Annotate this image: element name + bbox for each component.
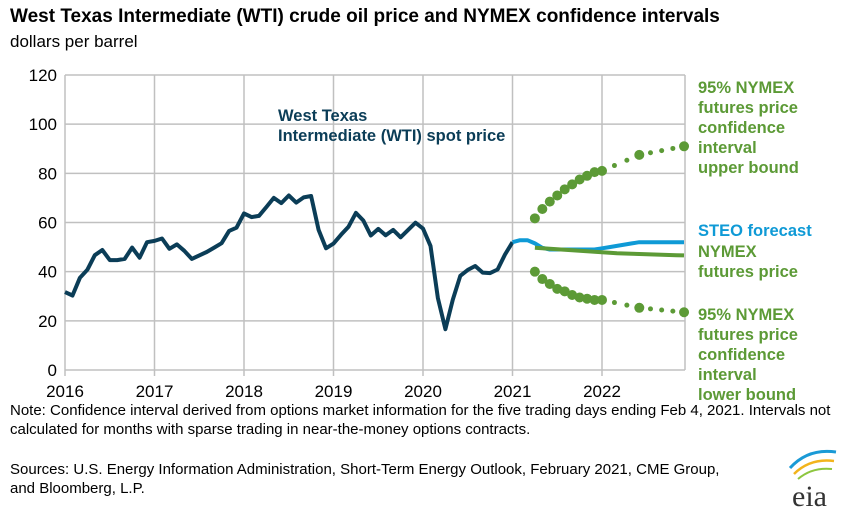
upper-bound-point: [582, 170, 593, 181]
x-tick-label: 2021: [494, 382, 532, 401]
upper-bound-point: [529, 213, 540, 224]
dotted-connector: [670, 145, 676, 151]
chart-sources: Sources: U.S. Energy Information Adminis…: [10, 461, 720, 497]
x-tick-label: 2018: [225, 382, 263, 401]
upper-bound-point: [634, 149, 645, 160]
lower-bound-point: [597, 294, 607, 305]
series-line-wti: [64, 193, 515, 332]
steo-label: STEO forecast: [698, 222, 812, 240]
y-tick-label: 0: [48, 361, 57, 380]
lower-bound-point: [634, 302, 645, 313]
series-line-nymex: [534, 245, 685, 258]
upper-bound-point: [574, 174, 585, 185]
lower-bound-point: [574, 292, 585, 303]
y-tick-label: 120: [29, 66, 57, 85]
upper-bound-point: [679, 141, 690, 152]
x-tick-label: 2022: [583, 382, 621, 401]
dotted-connector: [647, 306, 653, 312]
upper-bound-point: [544, 196, 555, 207]
lower-bound-point: [589, 294, 600, 305]
upper-bound-point: [552, 190, 563, 201]
y-tick-label: 60: [38, 214, 57, 233]
x-tick-label: 2020: [404, 382, 442, 401]
lower-bound-point: [559, 286, 570, 297]
upper-bound-point: [559, 184, 570, 195]
upper-bound-point: [589, 167, 600, 178]
dotted-connector: [624, 157, 630, 163]
upper-bound-point: [597, 165, 607, 176]
dotted-connector: [611, 300, 617, 306]
nymex-label: NYMEX futures price: [698, 243, 798, 281]
dotted-connector: [659, 148, 665, 154]
dotted-connector: [647, 150, 653, 156]
lower-bound-label: 95% NYMEX futures price confidence interval…: [698, 306, 798, 404]
dotted-connector: [659, 307, 665, 313]
lower-bound-point: [544, 278, 555, 289]
chart-title: West Texas Intermediate (WTI) crude oil …: [10, 6, 720, 27]
y-tick-label: 80: [38, 164, 57, 183]
x-tick-label: 2017: [136, 382, 174, 401]
y-tick-label: 20: [38, 312, 57, 331]
dotted-connector: [670, 308, 676, 314]
lower-bound-point: [679, 307, 690, 318]
dotted-connector: [611, 163, 617, 169]
lower-bound-point: [582, 293, 593, 304]
chart-note: Note: Confidence interval derived from o…: [10, 402, 831, 438]
wti-label: West Texas Intermediate (WTI) spot price: [278, 107, 506, 145]
upper-bound-point: [537, 203, 548, 214]
x-tick-label: 2019: [315, 382, 353, 401]
x-tick-label: 2016: [46, 382, 84, 401]
y-tick-label: 100: [29, 115, 57, 134]
upper-bound-point: [567, 179, 578, 190]
chart-subtitle: dollars per barrel: [10, 32, 138, 51]
upper-bound-label: 95% NYMEX futures price confidence interval…: [698, 79, 799, 177]
lower-bound-point: [537, 274, 548, 285]
y-tick-label: 40: [38, 263, 57, 282]
dotted-connector: [624, 302, 630, 308]
lower-bound-point: [529, 266, 540, 277]
